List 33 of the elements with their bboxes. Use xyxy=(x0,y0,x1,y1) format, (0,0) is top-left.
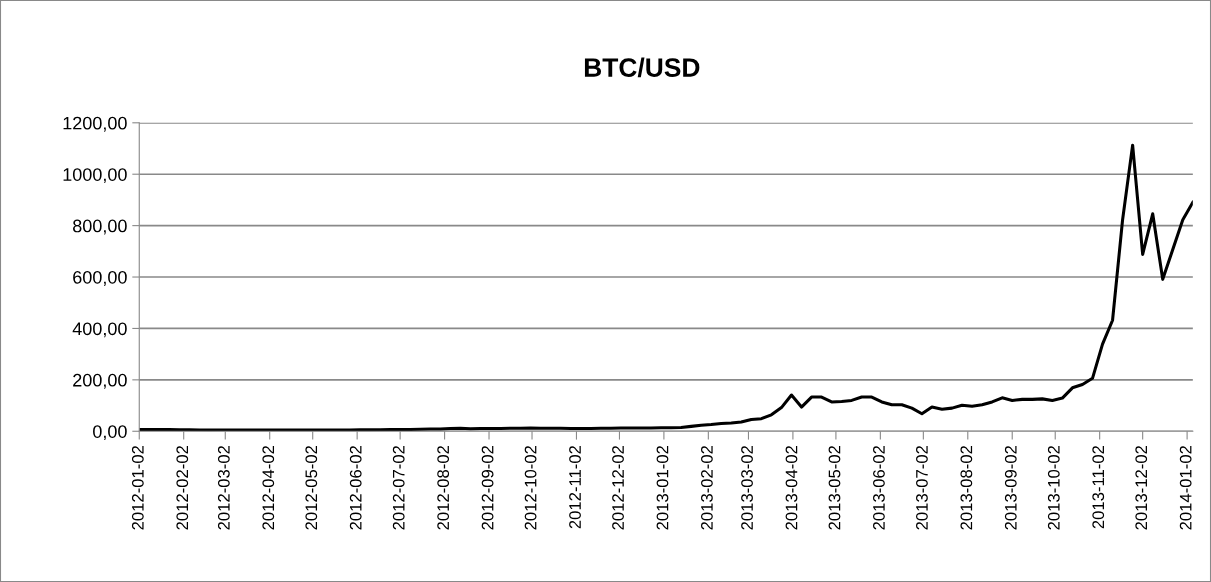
x-tick-label: 2012-01-02 xyxy=(131,445,144,530)
x-tick-label: 2012-11-02 xyxy=(569,445,581,529)
x-tick-label: 2014-01-02 xyxy=(1179,445,1192,530)
x-tick-label: 2012-06-02 xyxy=(349,445,362,530)
x-tick-label: 2012-07-02 xyxy=(392,445,405,530)
y-tick-label: 200,00 xyxy=(73,373,127,389)
y-tick-label: 0,00 xyxy=(93,425,127,441)
x-tick-label: 2012-05-02 xyxy=(305,445,318,530)
x-tick-label: 2012-12-02 xyxy=(612,445,624,530)
x-tick-label: 2013-02-02 xyxy=(701,445,713,530)
y-tick-label: 400,00 xyxy=(72,322,127,338)
x-tick-label: 2013-06-02 xyxy=(873,445,885,530)
x-tick-label: 2012-10-02 xyxy=(524,445,537,530)
x-tick-label: 2013-07-02 xyxy=(916,445,928,530)
x-tick-label: 2012-04-02 xyxy=(262,445,275,530)
x-tick-label: 2012-03-02 xyxy=(217,445,230,530)
y-tick-label: 600,00 xyxy=(73,270,127,286)
y-tick-label: 1000,00 xyxy=(63,168,127,184)
y-tick-label: 800,00 xyxy=(73,219,127,235)
x-tick-label: 2013-03-02 xyxy=(741,445,753,530)
x-tick-label: 2013-12-02 xyxy=(1135,445,1148,530)
chart-title: BTC/USD xyxy=(584,57,700,78)
x-tick-label: 2013-10-02 xyxy=(1047,445,1060,530)
y-tick-label: 1200,00 xyxy=(63,116,127,132)
x-tick-label: 2013-08-02 xyxy=(960,445,973,530)
x-tick-label: 2012-02-02 xyxy=(176,445,189,530)
x-tick-label: 2013-01-02 xyxy=(656,445,669,530)
x-tick-label: 2012-09-02 xyxy=(481,445,494,530)
x-tick-label: 2013-09-02 xyxy=(1004,445,1017,530)
x-tick-label: 2012-08-02 xyxy=(437,445,450,530)
x-tick-label: 2013-04-02 xyxy=(785,445,798,530)
x-tick-label: 2013-11-02 xyxy=(1092,445,1105,529)
x-tick-label: 2013-05-02 xyxy=(828,445,841,530)
